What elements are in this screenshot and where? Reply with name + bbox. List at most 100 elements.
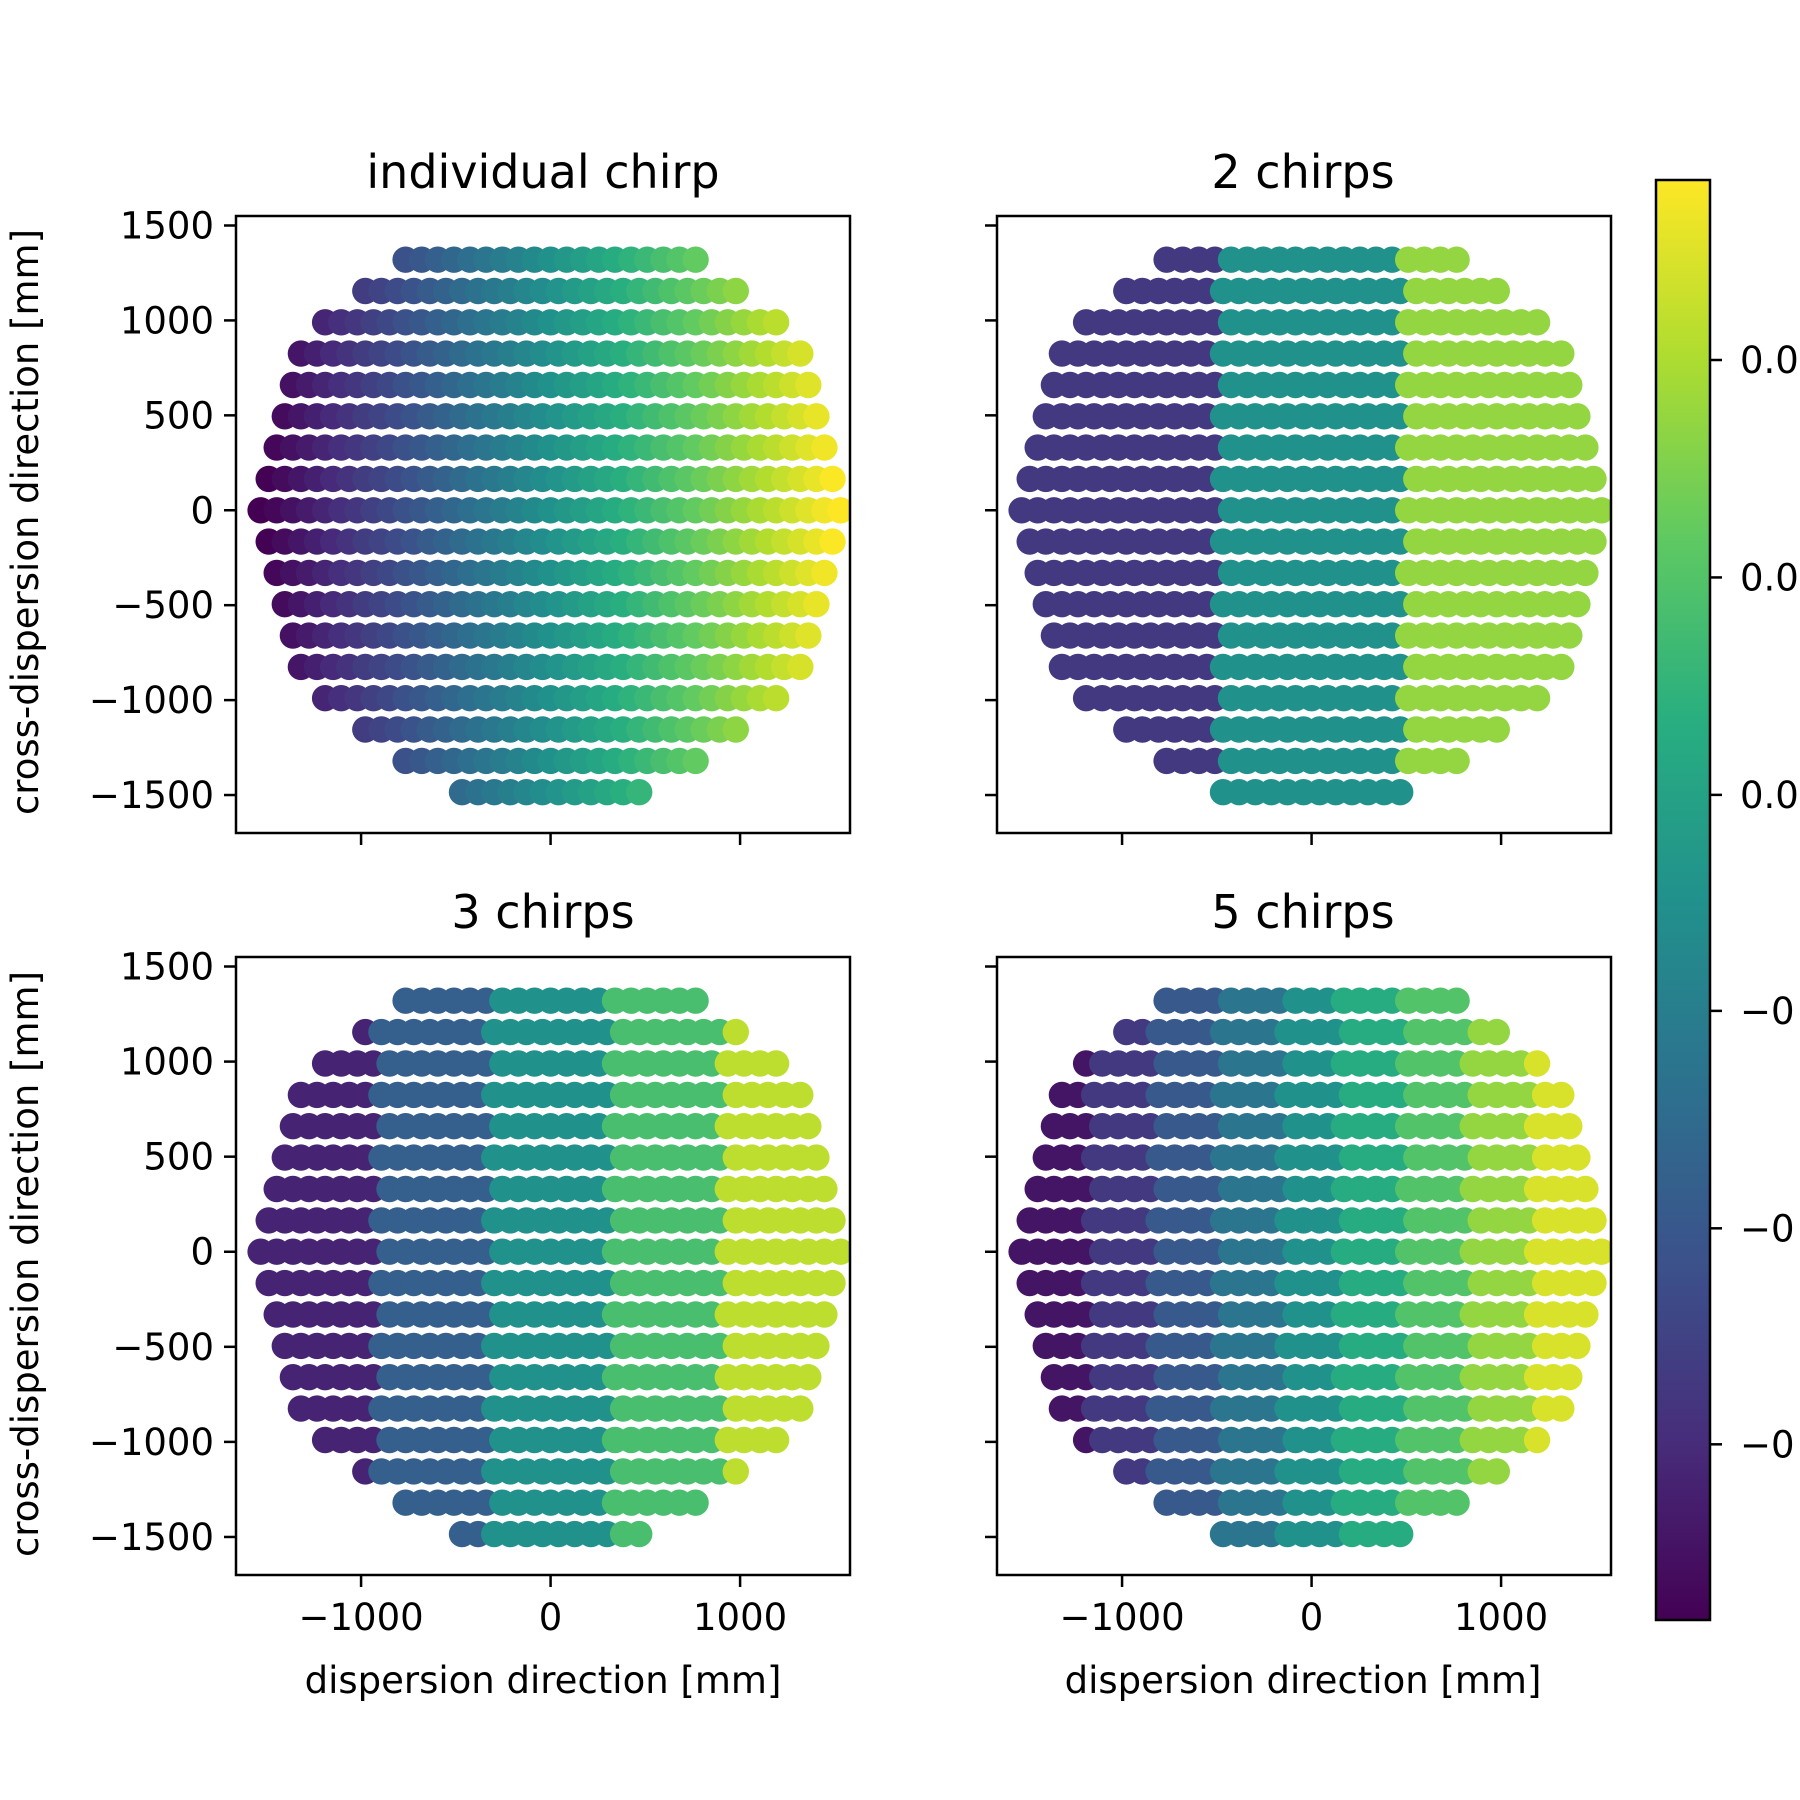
data-point [1483,716,1511,743]
data-point [1387,779,1414,806]
data-point [803,1144,830,1171]
data-point [795,1113,822,1140]
data-point [722,1018,749,1046]
data-point [1548,1395,1575,1422]
scatter-points [247,246,850,806]
data-point [762,1050,790,1077]
data-point [682,246,709,273]
data-point [1564,1144,1591,1171]
colorbar-tick-label: 0.0 [1740,556,1799,599]
data-point [1580,1207,1607,1234]
scatter-points [247,987,850,1548]
x-tick-label: 1000 [693,1596,787,1639]
data-point [811,434,838,461]
data-point [1443,1489,1470,1516]
y-axis-label: cross-dispersion direction [mm] [4,229,47,815]
data-point [787,653,814,681]
data-point [1556,1364,1583,1391]
data-point [682,1489,709,1516]
data-point [827,497,850,524]
scatter-points [1008,987,1611,1548]
data-point [762,1426,790,1454]
y-tick-label: 1500 [120,204,214,247]
colorbar-tick-label: −0 [1740,990,1795,1033]
axes-frame [995,214,1613,835]
panel-individual-chirp: individual chirp cross-dispersion direct… [4,145,852,845]
data-point [762,309,790,336]
data-point [1523,685,1551,712]
data-point [1387,1520,1414,1548]
data-point [682,987,709,1014]
data-point [1443,747,1470,775]
data-point [1564,591,1591,618]
panel-title: individual chirp [366,145,719,199]
y-axis-label: cross-dispersion direction [mm] [4,971,47,1557]
panel-title: 2 chirps [1211,145,1394,199]
data-point [762,685,790,712]
y-tick-label: −500 [112,1326,214,1369]
data-point [1548,1081,1575,1109]
axes-frame [234,214,852,835]
colorbar-tick-label: −0 [1740,1207,1795,1250]
axes-frame [995,955,1613,1577]
data-point [795,371,822,399]
x-axis-label: dispersion direction [mm] [305,1659,782,1702]
data-point [787,1081,814,1109]
x-axis-label: dispersion direction [mm] [1065,1659,1542,1702]
panel-3-chirps: 3 chirps dispersion direction [mm] cross… [4,885,852,1702]
data-point [1483,277,1511,305]
data-point [1523,1426,1551,1454]
data-point [1564,1332,1591,1360]
data-point [787,340,814,367]
axes-frame [234,955,852,1577]
x-tick-label: −1000 [298,1596,423,1639]
data-point [795,1364,822,1391]
data-point [1564,403,1591,430]
data-point [722,277,749,305]
y-tick-label: −1000 [89,679,214,722]
y-tick-label: −1500 [89,774,214,817]
x-tick-label: −1000 [1059,1596,1184,1639]
panel-2-chirps: 2 chirps [985,145,1613,845]
x-tick-label: 0 [1300,1596,1324,1639]
panel-title: 3 chirps [451,885,634,939]
data-point [1523,309,1551,336]
data-point [787,1395,814,1422]
data-point [1572,559,1599,587]
data-point [803,591,830,618]
data-point [1580,528,1607,555]
data-point [819,1269,846,1297]
y-tick-label: 0 [190,1231,214,1274]
data-point [819,528,846,555]
data-point [803,1332,830,1360]
colorbar: 0.0 0.0 0.0 −0 −0 −0 [1654,178,1799,1622]
y-tick-label: −1500 [89,1516,214,1559]
y-tick-label: 0 [190,489,214,532]
data-point [722,1458,749,1485]
y-tick-label: 1500 [120,946,214,989]
data-point [1483,1018,1511,1046]
data-point [1443,246,1470,273]
y-tick-label: 1000 [120,299,214,342]
colorbar-tick-label: 0.0 [1740,774,1799,817]
data-point [722,716,749,743]
data-point [819,465,846,493]
data-point [795,622,822,649]
data-point [811,1175,838,1203]
y-tick-label: −500 [112,584,214,627]
panel-title: 5 chirps [1211,885,1394,939]
data-point [1556,1113,1583,1140]
x-tick-label: 1000 [1454,1596,1548,1639]
data-point [827,1238,850,1265]
colorbar-tick-label: 0.0 [1740,339,1799,382]
y-tick-label: −1000 [89,1421,214,1464]
data-point [682,747,709,775]
data-point [626,779,653,806]
data-point [1588,1238,1611,1265]
data-point [811,1301,838,1328]
data-point [1580,1269,1607,1297]
data-point [626,1520,653,1548]
data-point [1556,622,1583,649]
scatter-points [1008,246,1611,806]
